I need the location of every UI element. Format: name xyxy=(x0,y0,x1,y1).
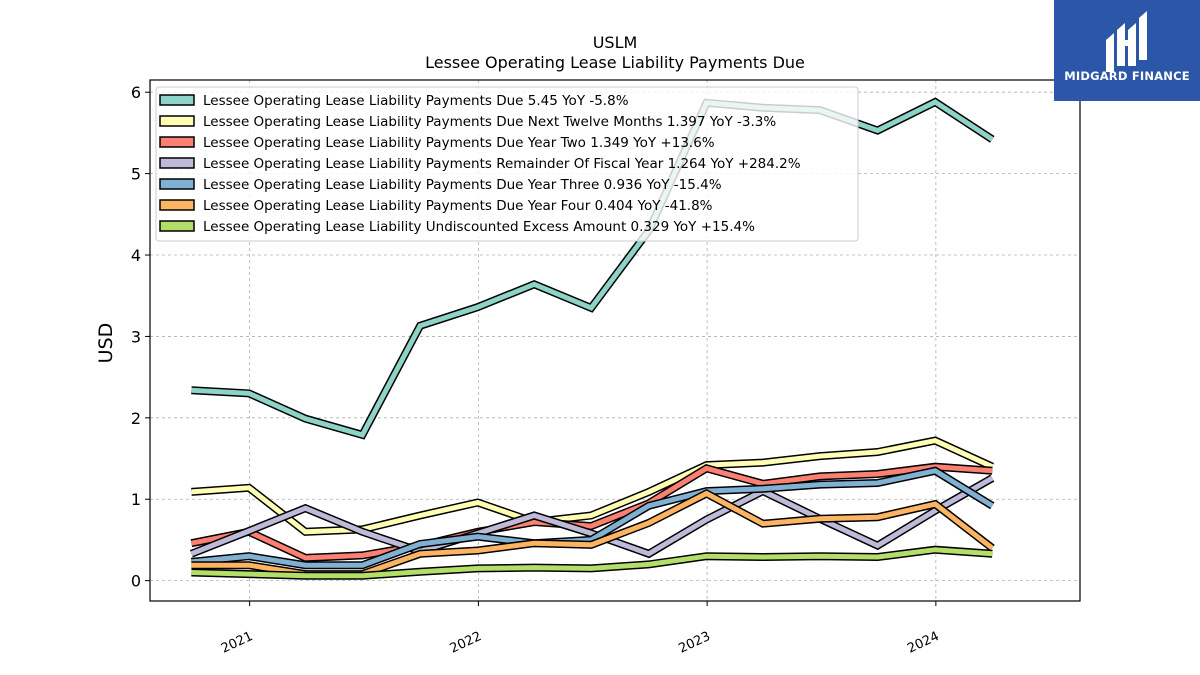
series-stroke xyxy=(191,468,994,568)
legend-entry: Lessee Operating Lease Liability Payment… xyxy=(203,135,715,151)
y-tick-label: 6 xyxy=(131,83,141,102)
series-stroke xyxy=(191,437,994,535)
series-stroke xyxy=(190,464,993,561)
series-line-2 xyxy=(191,436,994,536)
series-stroke xyxy=(191,547,993,579)
series-line-4 xyxy=(189,474,995,559)
y-tick-label: 3 xyxy=(131,327,141,346)
y-tick-label: 1 xyxy=(131,490,141,509)
chart-title: USLM xyxy=(593,33,638,52)
logo-text: MIDGARD FINANCE xyxy=(1064,69,1190,83)
x-tick-label: 2024 xyxy=(905,629,941,657)
y-tick-label: 2 xyxy=(131,409,141,428)
y-tick-label: 4 xyxy=(131,246,141,265)
x-tick-label: 2023 xyxy=(676,629,712,657)
y-tick-label: 0 xyxy=(131,572,141,591)
series-stroke xyxy=(190,475,994,557)
midgard-finance-logo: MIDGARD FINANCE xyxy=(1054,0,1200,101)
legend-entry: Lessee Operating Lease Liability Payment… xyxy=(203,156,801,172)
x-tick-label: 2021 xyxy=(219,629,255,657)
legend-entry: Lessee Operating Lease Liability Payment… xyxy=(203,114,776,130)
plot-area-frame xyxy=(149,79,1081,602)
legend-swatch xyxy=(159,115,195,127)
series-line-7 xyxy=(191,545,993,580)
series-layer xyxy=(189,97,995,580)
legend-frame xyxy=(155,86,859,242)
legend-entry: Lessee Operating Lease Liability Undisco… xyxy=(203,219,755,235)
legend-swatch xyxy=(159,136,195,148)
logo-mark-icon xyxy=(1106,11,1147,72)
logo-background xyxy=(1054,0,1200,101)
legend-swatch xyxy=(159,220,195,232)
legend-entry: Lessee Operating Lease Liability Payment… xyxy=(203,198,713,214)
legend: Lessee Operating Lease Liability Payment… xyxy=(155,86,859,242)
series-line-5 xyxy=(191,466,995,570)
x-tick-label: 2022 xyxy=(448,629,484,657)
legend-entry: Lessee Operating Lease Liability Payment… xyxy=(203,93,629,109)
y-axis-label: USD xyxy=(95,323,117,364)
legend-entry: Lessee Operating Lease Liability Payment… xyxy=(203,177,722,193)
series-line-3 xyxy=(190,462,993,562)
y-tick-label: 5 xyxy=(131,165,141,184)
legend-swatch xyxy=(159,199,195,211)
legend-swatch xyxy=(159,178,195,190)
legend-swatch xyxy=(159,94,195,106)
chart-subtitle: Lessee Operating Lease Liability Payment… xyxy=(425,53,805,72)
legend-swatch xyxy=(159,157,195,169)
